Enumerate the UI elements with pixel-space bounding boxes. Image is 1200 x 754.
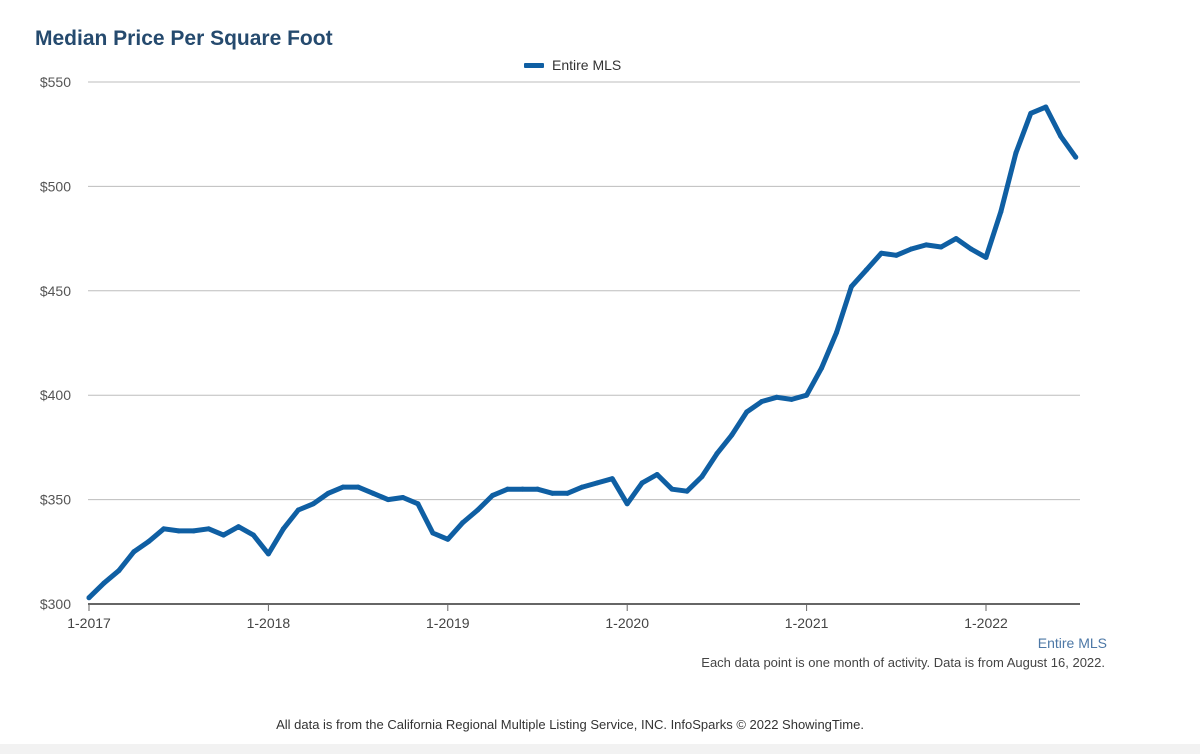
x-tick-label: 1-2020 [605,615,649,631]
data-point[interactable] [863,267,869,273]
data-point[interactable] [325,490,331,496]
data-point[interactable] [535,486,540,492]
data-point[interactable] [804,392,810,398]
data-point[interactable] [370,490,376,496]
data-point[interactable] [490,492,496,498]
data-point[interactable] [609,476,615,482]
data-point[interactable] [968,246,974,252]
data-point[interactable] [893,252,899,258]
chart-title: Median Price Per Square Foot [35,27,333,50]
data-point[interactable] [983,254,989,260]
data-point[interactable] [549,490,555,496]
data-point[interactable] [759,398,765,404]
data-point[interactable] [729,432,735,438]
data-point[interactable] [250,532,256,538]
data-point[interactable] [206,526,212,532]
data-point[interactable] [116,568,122,574]
x-axis: 1-2017 1-2018 1-2019 1-2020 1-2021 1-2022 [67,604,1008,631]
x-tick-label: 1-2018 [247,615,291,631]
data-point[interactable] [1043,104,1049,110]
data-point[interactable] [998,208,1004,214]
y-tick-label: $350 [40,492,71,508]
data-point[interactable] [101,580,107,586]
data-point[interactable] [714,451,720,457]
data-point[interactable] [460,520,466,526]
data-point[interactable] [1058,133,1064,139]
data-point[interactable] [639,480,645,486]
data-point[interactable] [564,490,570,496]
data-point[interactable] [699,474,705,480]
y-tick-label: $500 [40,178,71,194]
x-tick-label: 1-2019 [426,615,470,631]
data-point[interactable] [953,236,959,242]
data-point[interactable] [1073,154,1079,160]
y-tick-label: $450 [40,283,71,299]
data-point[interactable] [520,486,526,492]
x-tick-label: 1-2022 [964,615,1008,631]
data-point[interactable] [355,484,361,490]
data-point[interactable] [131,549,137,555]
data-point[interactable] [161,526,167,532]
data-point[interactable] [265,551,271,557]
legend-label: Entire MLS [552,57,622,73]
data-point[interactable] [505,486,511,492]
data-point[interactable] [340,484,346,490]
data-point[interactable] [1013,150,1019,156]
data-note: Each data point is one month of activity… [701,655,1105,670]
data-point[interactable] [236,524,241,530]
data-point[interactable] [923,242,929,248]
source-footer: All data is from the California Regional… [276,717,864,732]
bottom-bar [0,744,1200,754]
data-point[interactable] [146,538,152,544]
data-point[interactable] [280,526,286,532]
data-point[interactable] [624,501,630,507]
y-tick-label: $400 [40,387,71,403]
data-point[interactable] [878,250,884,256]
y-tick-label: $550 [40,74,71,90]
data-point[interactable] [938,244,944,250]
series-line-entire-mls [86,104,1079,601]
data-point[interactable] [669,486,675,492]
series-label: Entire MLS [1037,635,1107,651]
data-point[interactable] [295,507,301,513]
data-point[interactable] [430,530,436,536]
data-point[interactable] [1028,110,1034,116]
data-point[interactable] [86,595,92,601]
data-point[interactable] [191,528,197,534]
data-point[interactable] [221,532,227,538]
gridlines [88,81,1080,605]
legend-swatch [524,62,544,68]
data-point[interactable] [774,394,780,400]
data-point[interactable] [819,365,825,371]
data-point[interactable] [176,528,182,534]
data-point[interactable] [445,536,451,542]
x-tick-label: 1-2021 [785,615,829,631]
data-point[interactable] [385,497,391,503]
legend[interactable]: Entire MLS [524,57,621,73]
data-point[interactable] [654,472,660,478]
data-point[interactable] [400,495,406,501]
y-axis: $300 $350 $400 $450 $500 $550 [40,74,71,612]
y-tick-label: $300 [40,596,71,612]
data-point[interactable] [579,484,585,490]
data-point[interactable] [310,501,316,507]
x-tick-label: 1-2017 [67,615,111,631]
data-point[interactable] [848,284,854,290]
data-point[interactable] [684,488,690,494]
data-point[interactable] [908,246,914,252]
data-point[interactable] [744,409,750,415]
data-point[interactable] [789,396,795,402]
data-point[interactable] [834,330,839,336]
data-point[interactable] [594,480,600,486]
data-point[interactable] [415,501,421,507]
series-layer [86,104,1079,601]
data-point[interactable] [475,507,481,513]
